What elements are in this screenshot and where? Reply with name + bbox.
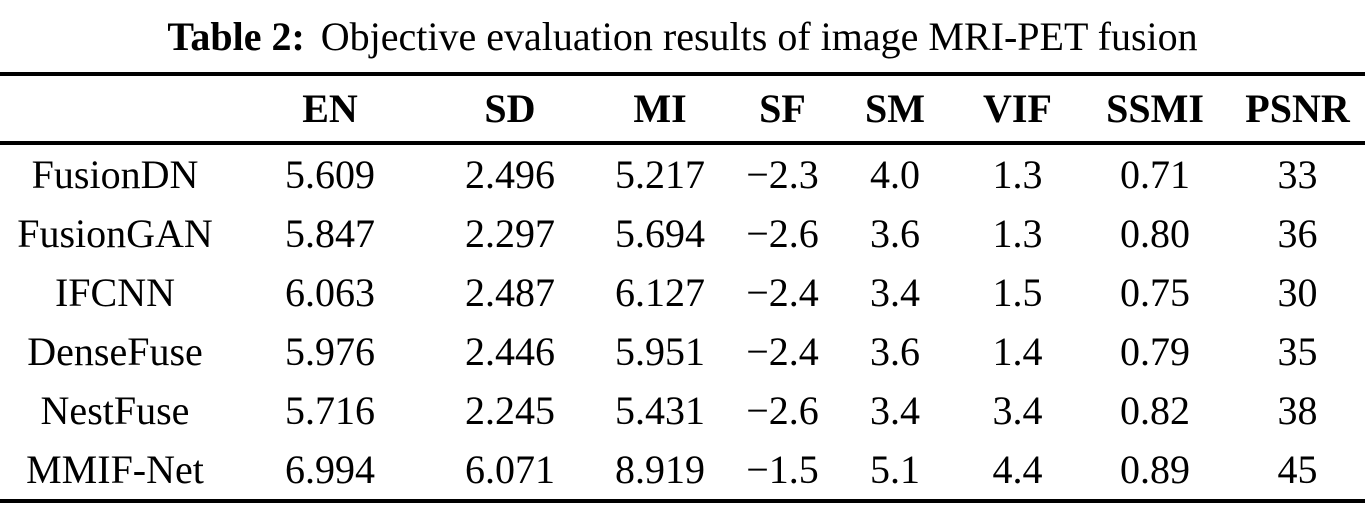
value-cell: 3.4	[992, 388, 1043, 433]
value-cell: 6.994	[285, 447, 375, 492]
table-row: FusionGAN 5.847 2.297 5.694 −2.6 3.6 1.3 0.80 36	[0, 204, 1365, 263]
value-cell: 5.609	[285, 152, 375, 197]
col-header-mi: MI	[590, 74, 730, 145]
method-cell: MMIF-Net	[26, 447, 204, 492]
value-cell: 0.79	[1120, 329, 1190, 374]
value-cell: 4.4	[992, 447, 1043, 492]
table-row: NestFuse 5.716 2.245 5.431 −2.6 3.4 3.4 0.82 38	[0, 381, 1365, 440]
col-header-vif: VIF	[955, 74, 1080, 145]
col-header-sf: SF	[730, 74, 835, 145]
col-header-method	[0, 74, 230, 145]
value-cell: 0.75	[1120, 270, 1190, 315]
value-cell: −2.6	[746, 211, 819, 256]
method-cell: NestFuse	[40, 388, 190, 433]
value-cell: 5.1	[870, 447, 920, 492]
value-cell: 30	[1277, 270, 1318, 315]
value-cell: 5.217	[615, 152, 705, 197]
value-cell: 5.694	[615, 211, 705, 256]
value-cell: 3.6	[870, 211, 920, 256]
value-cell: 1.4	[992, 329, 1043, 374]
value-cell: 5.976	[285, 329, 375, 374]
col-header-psnr: PSNR	[1230, 74, 1365, 145]
value-cell: 33	[1277, 152, 1318, 197]
table-row: FusionDN 5.609 2.496 5.217 −2.3 4.0 1.3 0.71 33	[0, 143, 1365, 204]
method-cell: DenseFuse	[27, 329, 203, 374]
table-row: IFCNN 6.063 2.487 6.127 −2.4 3.4 1.5 0.75 30	[0, 263, 1365, 322]
col-header-ssmi: SSMI	[1080, 74, 1230, 145]
value-cell: 1.3	[992, 152, 1043, 197]
value-cell: −2.4	[746, 329, 819, 374]
method-cell: IFCNN	[54, 270, 176, 315]
value-cell: 0.89	[1120, 447, 1190, 492]
value-cell: 38	[1277, 388, 1318, 433]
value-cell: 2.446	[465, 329, 555, 374]
value-cell: 2.245	[465, 388, 555, 433]
value-cell: 6.063	[285, 270, 375, 315]
value-cell: −2.3	[746, 152, 819, 197]
value-cell: 1.3	[992, 211, 1043, 256]
value-cell: 5.431	[615, 388, 705, 433]
results-table: EN SD MI SF SM VIF SSMI PSNR FusionDN 5.6…	[0, 72, 1365, 503]
value-cell: 36	[1277, 211, 1318, 256]
value-cell: 45	[1277, 447, 1318, 492]
value-cell: 0.80	[1120, 211, 1190, 256]
table-caption-label: Table 2:	[167, 13, 305, 59]
header-row: EN SD MI SF SM VIF SSMI PSNR	[0, 74, 1365, 145]
table-caption: Table 2: Objective evaluation results of …	[0, 0, 1365, 72]
col-header-sm: SM	[835, 74, 955, 145]
value-cell: 3.4	[870, 270, 920, 315]
value-cell: 1.5	[992, 270, 1043, 315]
table-caption-text: Objective evaluation results of image MR…	[320, 13, 1198, 59]
method-cell: FusionGAN	[17, 211, 213, 256]
value-cell: 5.847	[285, 211, 375, 256]
value-cell: 6.127	[615, 270, 705, 315]
table-row: MMIF-Net 6.994 6.071 8.919 −1.5 5.1 4.4 0.89 45	[0, 440, 1365, 501]
value-cell: −1.5	[746, 447, 819, 492]
value-cell: 8.919	[615, 447, 705, 492]
value-cell: −2.4	[746, 270, 819, 315]
value-cell: 0.82	[1120, 388, 1190, 433]
value-cell: 35	[1277, 329, 1318, 374]
method-cell: FusionDN	[31, 152, 199, 197]
table-row: DenseFuse 5.976 2.446 5.951 −2.4 3.6 1.4 0.79 35	[0, 322, 1365, 381]
table-body: FusionDN 5.609 2.496 5.217 −2.3 4.0 1.3 0.71 33 F…	[0, 143, 1365, 501]
value-cell: 3.6	[870, 329, 920, 374]
value-cell: 5.951	[615, 329, 705, 374]
value-cell: 6.071	[465, 447, 555, 492]
col-header-en: EN	[230, 74, 430, 145]
value-cell: 4.0	[870, 152, 920, 197]
value-cell: 2.487	[465, 270, 555, 315]
value-cell: 5.716	[285, 388, 375, 433]
value-cell: 0.71	[1120, 152, 1190, 197]
value-cell: 3.4	[870, 388, 920, 433]
col-header-sd: SD	[430, 74, 590, 145]
value-cell: 2.496	[465, 152, 555, 197]
value-cell: 2.297	[465, 211, 555, 256]
value-cell: −2.6	[746, 388, 819, 433]
